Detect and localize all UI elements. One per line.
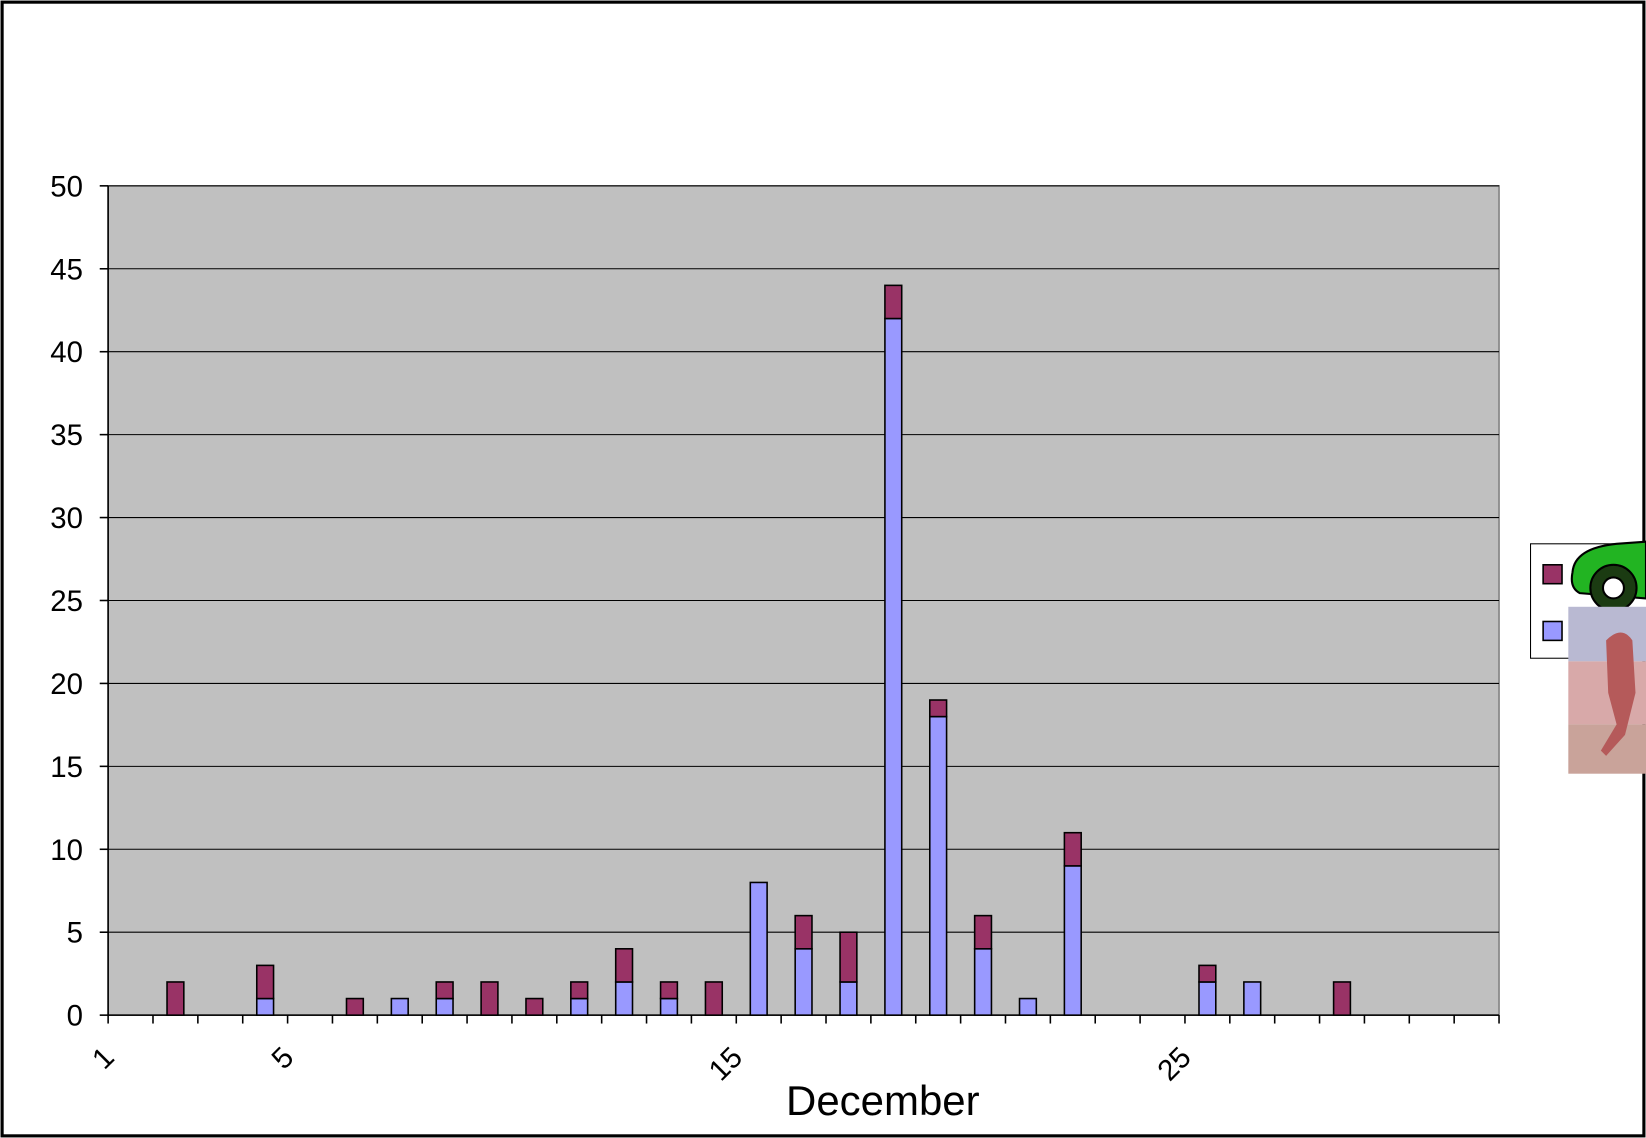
bar-segment bbox=[614, 948, 634, 983]
bar-segment bbox=[345, 997, 365, 1016]
y-tick-label: 25 bbox=[50, 585, 83, 618]
legend-swatch bbox=[1542, 564, 1563, 585]
bar-segment bbox=[659, 981, 679, 1000]
bar-segment bbox=[166, 981, 185, 1016]
bar-segment bbox=[1063, 831, 1082, 867]
y-tick-label: 30 bbox=[50, 502, 83, 535]
bar-segment bbox=[973, 914, 993, 950]
bar-segment bbox=[884, 284, 903, 320]
bar-segment bbox=[1198, 964, 1217, 983]
y-tick-label: 35 bbox=[50, 419, 83, 452]
y-tick-label: 10 bbox=[50, 834, 83, 867]
bar-segment bbox=[435, 981, 454, 1000]
bar-segment bbox=[1063, 865, 1082, 1016]
bar-segment bbox=[749, 881, 768, 1016]
bar-segment bbox=[255, 964, 275, 1000]
y-tick-label: 15 bbox=[50, 751, 83, 784]
bar-segment bbox=[1332, 981, 1352, 1016]
bar-segment bbox=[928, 699, 948, 718]
bar-segment bbox=[839, 931, 858, 983]
car-hub bbox=[1601, 576, 1626, 600]
bar-segment bbox=[1243, 981, 1262, 1016]
y-tick-label: 40 bbox=[50, 336, 83, 369]
bar-segment bbox=[390, 997, 409, 1016]
bar-segment bbox=[525, 997, 544, 1016]
bar-segment bbox=[928, 715, 948, 1016]
bar-segment bbox=[570, 981, 589, 1000]
bar-segment bbox=[570, 997, 589, 1016]
y-tick-label: 20 bbox=[50, 668, 83, 701]
bar-segment bbox=[1198, 981, 1217, 1016]
legend-swatch bbox=[1542, 620, 1563, 642]
bar-segment bbox=[973, 948, 993, 1016]
photo-figure bbox=[1600, 632, 1636, 756]
bar-segment bbox=[614, 981, 634, 1016]
bar-segment bbox=[839, 981, 858, 1016]
y-tick-label: 50 bbox=[50, 170, 83, 203]
bar-segment bbox=[704, 981, 724, 1016]
bar-segment bbox=[794, 948, 813, 1016]
y-tick-label: 0 bbox=[67, 1000, 83, 1033]
x-axis-title: December bbox=[786, 1077, 980, 1124]
clip-art bbox=[1568, 540, 1646, 774]
bar-segment bbox=[1018, 997, 1038, 1016]
bar-segment bbox=[255, 997, 275, 1016]
bar-segment bbox=[659, 997, 679, 1016]
bar-segment bbox=[794, 914, 813, 950]
bar-segment bbox=[884, 317, 903, 1016]
bar-segment bbox=[435, 997, 454, 1016]
y-tick-label: 5 bbox=[67, 917, 83, 950]
y-tick-label: 45 bbox=[50, 253, 83, 286]
bar-segment bbox=[480, 981, 499, 1016]
